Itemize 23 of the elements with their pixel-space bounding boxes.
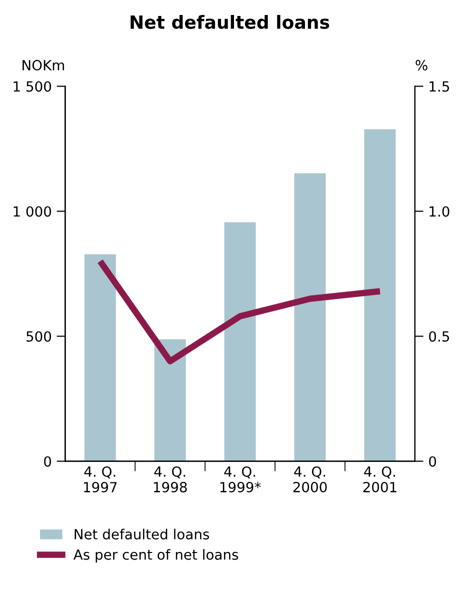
y2-tick-label: 1.0 [430,206,450,217]
y-tick-label: 1 500 [14,81,52,92]
bar [154,339,186,462]
bar [294,173,326,462]
y2-tick-label: 0 [429,456,436,467]
y2-axis-title: % [416,60,428,70]
y2-tick-label: 1.5 [430,81,450,92]
bar [224,222,256,462]
y-tick-label: 0 [44,456,52,467]
x-tick-label: 4. Q. 2000 [293,466,327,492]
x-tick-label: 4. Q. 1998 [154,466,187,492]
x-tick-label: 4. Q. 1997 [84,466,117,492]
y-tick-label: 500 [26,331,52,342]
y2-tick-label: 0.5 [429,331,450,342]
bar [364,129,396,462]
chart-title: Net defaulted loans [130,14,330,29]
x-tick-label: 4. Q. 2001 [363,466,396,492]
x-tick-label: 4. Q. 1999* [220,466,261,492]
legend-label: Net defaulted loans [74,528,210,540]
legend-label: As per cent of net loans [73,549,238,563]
y-tick-label: 1 000 [14,206,52,217]
y-axis-title: NOKm [22,60,64,70]
bar [84,254,116,462]
